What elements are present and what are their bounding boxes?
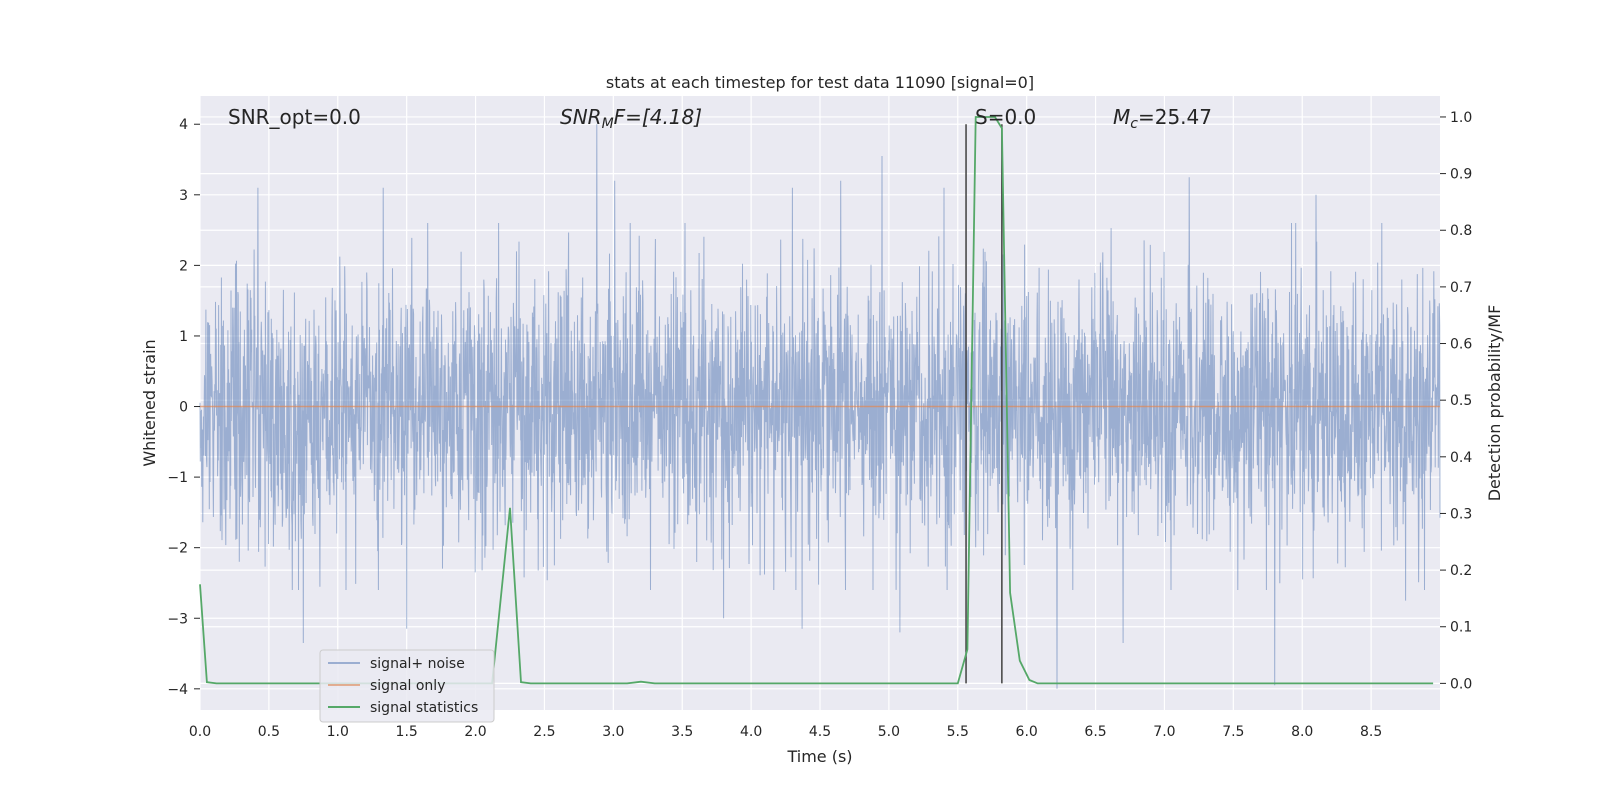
x-tick-label: 2.0	[464, 724, 486, 740]
legend-box	[319, 649, 495, 723]
x-axis-label: Time (s)	[786, 747, 852, 766]
y2-tick-label: 0.5	[1450, 393, 1472, 409]
legend: signal+ noise signal only signal statist…	[319, 649, 495, 723]
y2-tick-label: 0.2	[1450, 563, 1472, 579]
y-tick-label: 1	[179, 329, 188, 345]
legend-label-signal-noise: signal+ noise	[370, 656, 465, 672]
y2-tick-label: 0.4	[1450, 450, 1472, 466]
x-tick-label: 3.0	[602, 724, 624, 740]
x-tick-label: 6.0	[1016, 724, 1038, 740]
x-tick-label: 7.5	[1222, 724, 1244, 740]
annotation-s: S=0.0	[975, 105, 1036, 129]
signal-noise-line	[199, 124, 1441, 689]
y-tick-label: 0	[179, 400, 188, 416]
x-tick-label: 7.0	[1153, 724, 1175, 740]
y2-tick-label: 0.3	[1450, 506, 1472, 522]
x-tick-label: 1.5	[396, 724, 418, 740]
x-tick-label: 3.5	[671, 724, 693, 740]
y-axis-ticks: 4 3 2 1 0 −1 −2 −3 −4	[167, 117, 200, 698]
vertical-markers	[965, 124, 1003, 684]
legend-label-signal-only: signal only	[370, 678, 445, 694]
x-tick-label: 4.5	[809, 724, 831, 740]
x-tick-label: 5.0	[878, 724, 900, 740]
chart-title: stats at each timestep for test data 110…	[606, 73, 1034, 92]
x-tick-label: 2.5	[533, 724, 555, 740]
series-signal-noise	[199, 124, 1441, 689]
x-tick-label: 1.0	[327, 724, 349, 740]
x-tick-label: 5.5	[947, 724, 969, 740]
x-tick-label: 8.0	[1291, 724, 1313, 740]
y2-tick-label: 0.1	[1450, 620, 1472, 636]
legend-label-signal-statistics: signal statistics	[370, 700, 478, 716]
y2-tick-label: 0.7	[1450, 280, 1472, 296]
y-tick-label: −4	[167, 682, 188, 698]
x-tick-label: 0.5	[258, 724, 280, 740]
annotation-mc: Mc=25.47	[1113, 105, 1212, 132]
y2-axis-ticks: 1.0 0.9 0.8 0.7 0.6 0.5 0.4 0.3 0.2 0.1 0.0	[1440, 110, 1472, 692]
x-tick-label: 6.5	[1084, 724, 1106, 740]
y2-tick-label: 0.8	[1450, 223, 1472, 239]
y-tick-label: −2	[167, 541, 188, 557]
y-tick-label: 4	[179, 117, 188, 133]
y2-tick-label: 0.6	[1450, 337, 1472, 353]
y2-axis-label: Detection probability/MF	[1485, 305, 1504, 502]
y-tick-label: 2	[179, 258, 188, 274]
x-tick-label: 8.5	[1360, 724, 1382, 740]
y-tick-label: 3	[179, 188, 188, 204]
y2-tick-label: 0.0	[1450, 676, 1472, 692]
y2-tick-label: 0.9	[1450, 167, 1472, 183]
x-axis-ticks: 0.0 0.5 1.0 1.5 2.0 2.5 3.0 3.5 4.0 4.5 5.0 5.5 6.0 6…	[189, 724, 1382, 740]
y-axis-label: Whitened strain	[140, 339, 159, 466]
y2-tick-label: 1.0	[1450, 110, 1472, 126]
y-tick-label: −3	[167, 611, 188, 627]
annotation-snr-mf: SNRMF=[4.18]	[560, 105, 702, 132]
annotation-snr-opt: SNR_opt=0.0	[228, 105, 361, 129]
y-tick-label: −1	[167, 470, 188, 486]
x-tick-label: 4.0	[740, 724, 762, 740]
x-tick-label: 0.0	[189, 724, 211, 740]
